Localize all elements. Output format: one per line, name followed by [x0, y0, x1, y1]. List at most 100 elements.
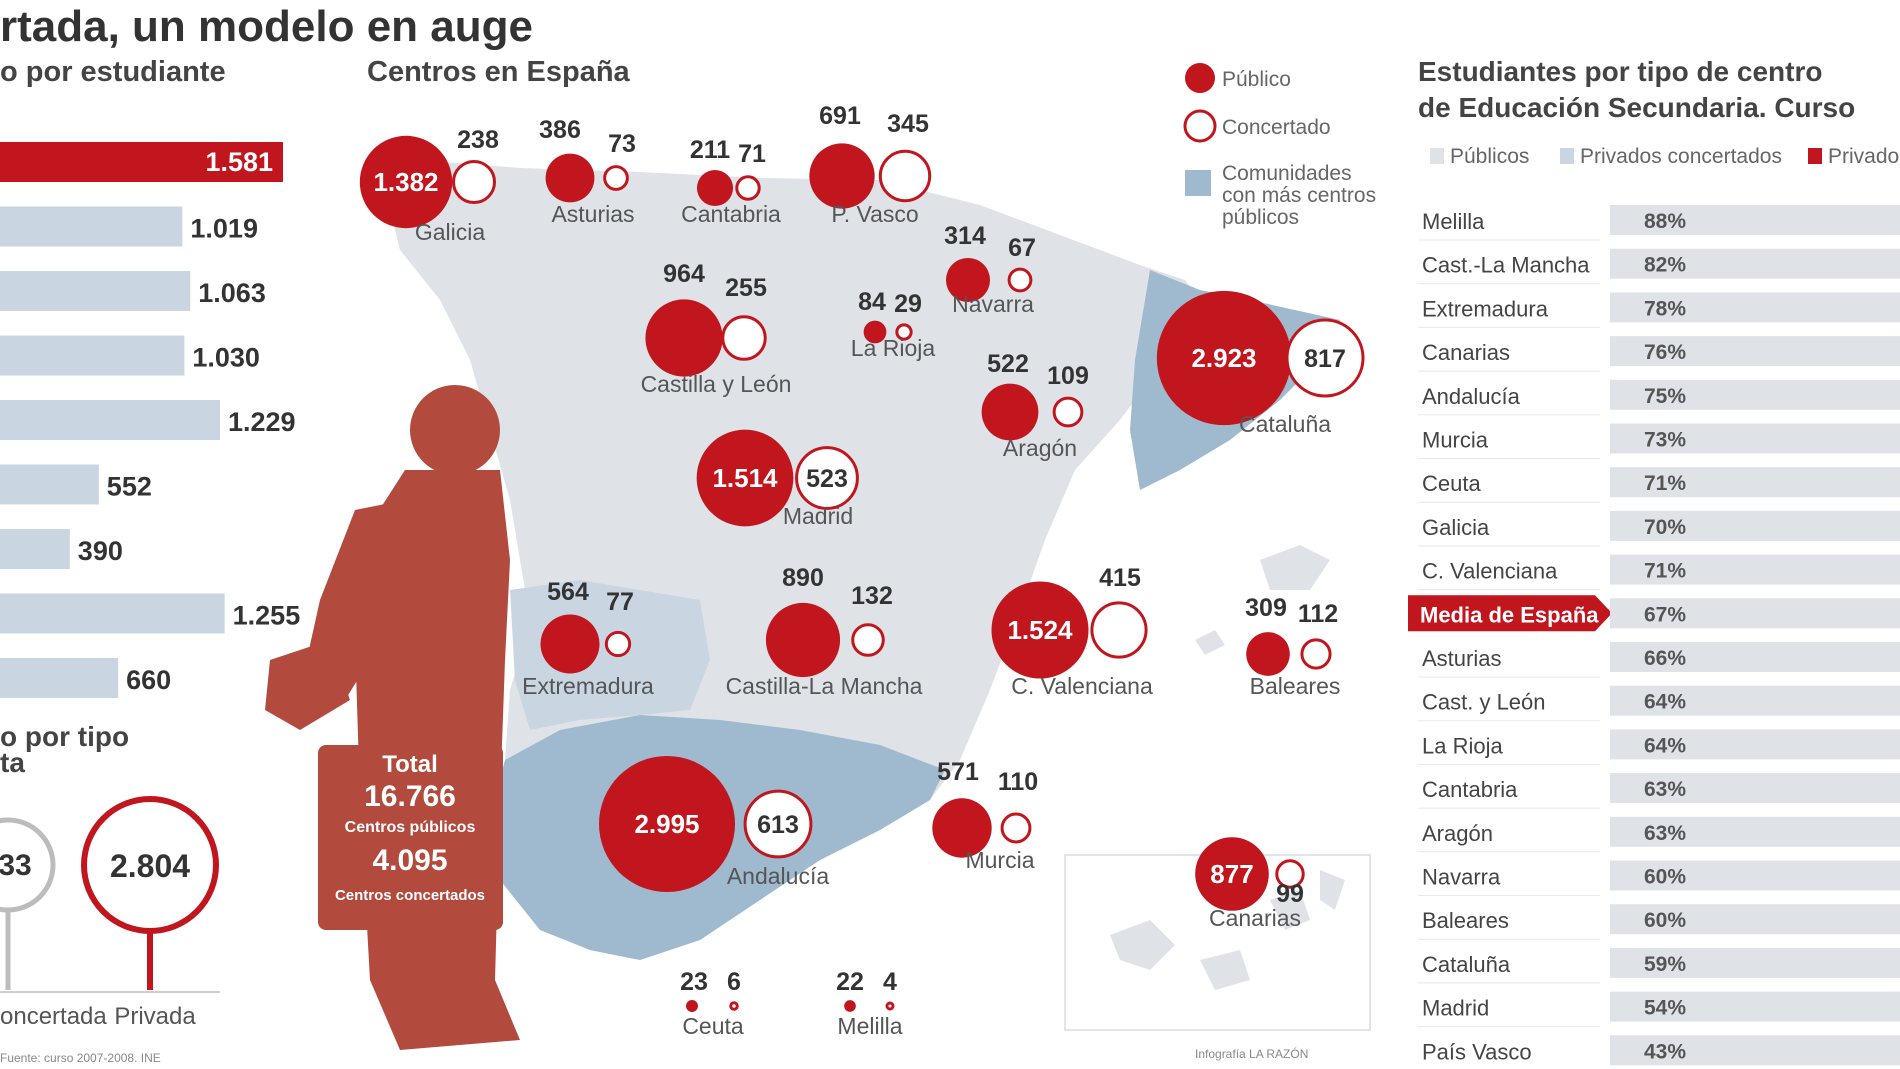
region-label-arag-n: Aragón [1003, 435, 1077, 461]
concertado-value-extremadura: 77 [606, 588, 634, 616]
total-public-label: Centros públicos [345, 819, 476, 836]
right-bar-public-18 [1610, 991, 1900, 1022]
concertado-circle-murcia [1000, 812, 1032, 844]
concertado-value-arag-n: 109 [1047, 362, 1089, 390]
map-baleares [1260, 545, 1330, 590]
concertado-circle-asturias [603, 165, 629, 191]
right-bar-public-11 [1610, 685, 1900, 716]
right-bar-public-12 [1610, 729, 1900, 760]
region-label-canarias: Canarias [1209, 905, 1301, 931]
left-bar-label-6: 390 [78, 536, 123, 566]
concertado-value-murcia: 110 [998, 768, 1038, 796]
public-circle-madrid [696, 429, 794, 527]
region-label-c-valenciana: C. Valenciana [1011, 673, 1153, 699]
public-circle-asturias [545, 153, 595, 203]
right-row-label-7: Galicia [1422, 515, 1490, 540]
right-pct-label-7: 70% [1644, 516, 1686, 539]
concertado-circle-c-valenciana [1090, 601, 1148, 659]
concertado-value-cantabria: 71 [738, 140, 766, 168]
right-pct-label-15: 60% [1644, 866, 1686, 889]
right-bar-public-2 [1610, 292, 1900, 323]
right-pct-label-13: 63% [1644, 778, 1686, 801]
region-label-catalu-a: Cataluña [1239, 411, 1331, 437]
concertado-value-asturias: 73 [608, 130, 636, 158]
public-value-canarias: 877 [1210, 859, 1253, 889]
right-row-label-8: C. Valenciana [1422, 559, 1558, 584]
concertado-circle-andaluc-a [743, 789, 813, 859]
right-bar-public-5 [1610, 423, 1900, 454]
left-bar-4 [0, 400, 220, 440]
right-row-label-19: País Vasco [1422, 1039, 1532, 1064]
public-value-murcia: 571 [937, 758, 979, 786]
concertado-circle-canarias [1275, 859, 1305, 889]
right-row-label-13: Cantabria [1422, 777, 1518, 802]
public-value-catalu-a: 2.923 [1191, 343, 1256, 373]
right-row-label-5: Murcia [1422, 428, 1489, 453]
right-pct-label-6: 71% [1644, 472, 1686, 495]
public-circle-navarra [945, 257, 991, 303]
left-bar-2 [0, 271, 191, 311]
right-pct-label-18: 54% [1644, 997, 1686, 1020]
concertado-circle-navarra [1007, 267, 1033, 293]
right-pct-label-8: 71% [1644, 560, 1686, 583]
concertado-value-canarias: 99 [1276, 880, 1304, 908]
right-bar-public-1 [1610, 248, 1900, 279]
left-bar-7 [0, 593, 225, 634]
left-bar-chart: 1.581 1.019 1.063 1.030 1.229 552 390 1.255 660 [0, 142, 300, 698]
public-value-extremadura: 564 [547, 578, 589, 606]
concertado-circle-extremadura [604, 630, 632, 658]
right-chart-title-line1: Estudiantes por tipo de centro [1418, 56, 1823, 87]
public-circle-canarias [1195, 837, 1269, 911]
region-label-galicia: Galicia [415, 219, 486, 245]
right-legend-swatch-2 [1808, 148, 1822, 164]
right-legend-label-0: Públicos [1450, 145, 1529, 168]
left-bar-label-4: 1.229 [228, 407, 296, 437]
map-legend: Público Concertado Comunidades con más c… [1183, 63, 1376, 229]
right-bar-public-16 [1610, 904, 1900, 935]
right-legend-label-2: Privado [1828, 145, 1899, 168]
right-row-label-18: Madrid [1422, 996, 1489, 1021]
highlight-row-marker [1408, 595, 1612, 632]
left-bar-5 [0, 464, 99, 505]
concertado-value-galicia: 238 [457, 126, 499, 154]
region-label-castilla-la-mancha: Castilla-La Mancha [726, 673, 923, 699]
concertado-circle-arag-n [1052, 396, 1084, 428]
right-row-label-12: La Rioja [1422, 733, 1503, 758]
concertado-value-castilla-la-mancha: 132 [851, 582, 893, 610]
right-bar-public-3 [1610, 336, 1900, 367]
right-bar-public-6 [1610, 467, 1900, 498]
concertado-value-catalu-a: 817 [1304, 345, 1346, 373]
totals-box: Total 16.766 Centros públicos 4.095 Cent… [335, 751, 485, 904]
source-note: Fuente: curso 2007-2008. INE [0, 1051, 161, 1065]
right-bar-public-17 [1610, 947, 1900, 978]
right-pct-label-3: 76% [1644, 341, 1686, 364]
concertado-circle-baleares [1300, 638, 1332, 670]
privada-label: Privada [114, 1003, 196, 1030]
public-value-la-rioja: 84 [858, 288, 886, 316]
right-row-label-3: Canarias [1422, 340, 1510, 365]
public-circle-melilla [844, 1000, 856, 1012]
concertado-value-castilla-y-le-n: 255 [725, 274, 767, 302]
public-value-cantabria: 211 [690, 136, 730, 164]
total-value: 16.766 [364, 780, 456, 813]
legend-concertado-label: Concertado [1222, 116, 1331, 139]
public-circle-castilla-y-le-n [645, 299, 723, 377]
left-bar-label-2: 1.063 [198, 278, 266, 308]
public-value-madrid: 1.514 [712, 463, 778, 493]
right-pct-label-5: 73% [1644, 429, 1686, 452]
public-circle-cantabria [696, 169, 734, 207]
left-bottom-chart: o por tipo ta 33 2.804 oncertada Privada… [0, 721, 220, 1065]
region-label-melilla: Melilla [837, 1013, 902, 1039]
right-chart-title-line2: de Educación Secundaria. Curso [1418, 92, 1856, 123]
region-label-madrid: Madrid [783, 503, 853, 529]
public-circle-extremadura [540, 614, 600, 674]
right-pct-label-1: 82% [1644, 254, 1686, 277]
credit-note: Infografía LA RAZÓN [1195, 1046, 1308, 1061]
map-canarias [1110, 870, 1345, 990]
right-row-label-16: Baleares [1422, 908, 1509, 933]
public-circle-galicia [359, 135, 453, 229]
left-bar-label-5: 552 [107, 472, 152, 502]
right-bar-public-13 [1610, 773, 1900, 804]
concertado-circle-p-vasco [878, 149, 932, 203]
